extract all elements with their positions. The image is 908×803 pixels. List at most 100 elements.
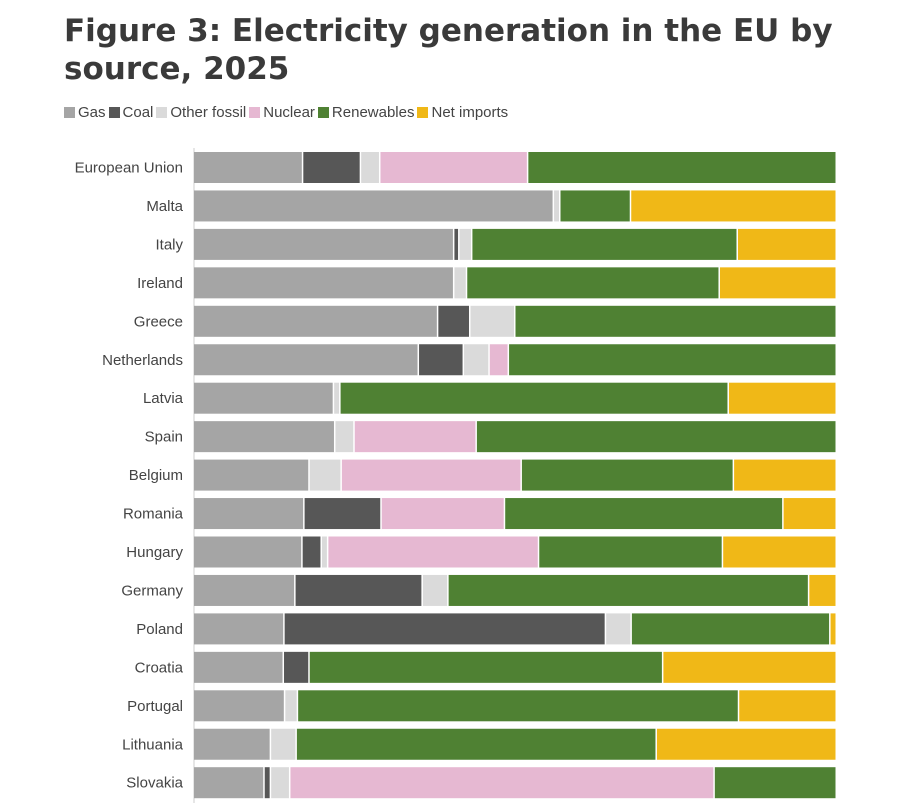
legend-item-other-fossil: Other fossil bbox=[156, 104, 246, 121]
bar-segment-nuclear bbox=[381, 498, 504, 530]
bar-segment-net-imports bbox=[783, 498, 836, 530]
category-label: Malta bbox=[146, 198, 183, 215]
category-label: Hungary bbox=[126, 544, 183, 561]
bar-segment-nuclear bbox=[354, 421, 476, 453]
bar-segment-renewables bbox=[560, 190, 630, 222]
bar-segment-renewables bbox=[539, 536, 722, 568]
bar-segment-renewables bbox=[298, 690, 738, 722]
bar-segment-renewables bbox=[714, 767, 836, 799]
bar-segment-gas bbox=[194, 421, 334, 453]
bar-segment-gas bbox=[194, 574, 295, 606]
chart-title: Figure 3: Electricity generation in the … bbox=[64, 13, 833, 87]
category-label: Belgium bbox=[129, 467, 183, 484]
bar-segment-net-imports bbox=[809, 574, 836, 606]
bar-segment-renewables bbox=[467, 267, 719, 299]
legend-label: Renewables bbox=[331, 104, 415, 121]
legend-label: Coal bbox=[122, 104, 154, 121]
bar-segment-gas bbox=[194, 498, 304, 530]
legend-swatch-renewables bbox=[317, 107, 329, 118]
bar-segment-net-imports bbox=[719, 267, 836, 299]
category-label: Latvia bbox=[143, 390, 184, 407]
bar-segment-gas bbox=[194, 344, 418, 376]
legend-label: Net imports bbox=[431, 104, 509, 121]
bar-segment-other-fossil bbox=[454, 267, 466, 299]
bar-segment-other-fossil bbox=[464, 344, 489, 376]
bar-segment-coal bbox=[302, 536, 321, 568]
bar-segment-renewables bbox=[296, 728, 656, 760]
bar-segment-gas bbox=[194, 536, 302, 568]
bar-segment-nuclear bbox=[380, 152, 527, 183]
bar-segment-other-fossil bbox=[459, 228, 471, 260]
bar-segment-other-fossil bbox=[422, 574, 448, 606]
bar-segment-coal bbox=[303, 152, 360, 183]
bar-segment-gas bbox=[194, 459, 309, 491]
bar-segment-coal bbox=[304, 498, 381, 530]
bar-segment-coal bbox=[454, 228, 459, 260]
bar-segment-other-fossil bbox=[271, 728, 296, 760]
bar-segment-renewables bbox=[472, 228, 737, 260]
legend-label: Nuclear bbox=[263, 104, 315, 121]
bar-segment-net-imports bbox=[656, 728, 836, 760]
bar-segment-gas bbox=[194, 228, 453, 260]
category-label: Portugal bbox=[127, 698, 183, 715]
bar-segment-other-fossil bbox=[309, 459, 341, 491]
bar-segment-net-imports bbox=[830, 613, 836, 645]
bar-segment-other-fossil bbox=[321, 536, 327, 568]
legend-item-coal: Coal bbox=[108, 104, 154, 121]
bar-segment-renewables bbox=[521, 459, 733, 491]
legend-label: Other fossil bbox=[170, 104, 247, 121]
bar-segment-net-imports bbox=[737, 228, 836, 260]
legend-item-gas: Gas bbox=[64, 104, 106, 121]
bar-segment-renewables bbox=[476, 421, 836, 453]
category-label: Spain bbox=[145, 429, 183, 446]
category-label: Lithuania bbox=[122, 736, 184, 753]
bar-segment-gas bbox=[194, 305, 437, 337]
category-label: Romania bbox=[123, 506, 184, 523]
bar-segment-net-imports bbox=[663, 651, 836, 683]
bar-segment-gas bbox=[194, 190, 553, 222]
bar-segment-gas bbox=[194, 152, 302, 183]
category-label: Italy bbox=[155, 236, 183, 253]
bar-segment-gas bbox=[194, 690, 284, 722]
bar-segment-coal bbox=[284, 613, 605, 645]
bar-segment-other-fossil bbox=[334, 382, 340, 414]
legend-item-renewables: Renewables bbox=[317, 104, 415, 121]
bar-segment-nuclear bbox=[341, 459, 521, 491]
legend-swatch-gas bbox=[64, 107, 75, 118]
bar-segment-net-imports bbox=[723, 536, 836, 568]
bar-segment-nuclear bbox=[489, 344, 508, 376]
legend-item-net-imports: Net imports bbox=[417, 104, 508, 121]
category-label: Ireland bbox=[137, 275, 183, 292]
bar-segment-net-imports bbox=[631, 190, 836, 222]
bar-segment-renewables bbox=[631, 613, 830, 645]
legend-swatch-net-imports bbox=[417, 107, 429, 118]
bar-segment-renewables bbox=[505, 498, 783, 530]
bar-segment-renewables bbox=[509, 344, 836, 376]
legend-swatch-other-fossil bbox=[156, 107, 168, 118]
bar-segment-nuclear bbox=[328, 536, 538, 568]
bar-segment-renewables bbox=[528, 152, 836, 183]
bar-segment-other-fossil bbox=[606, 613, 631, 645]
bar-segment-coal bbox=[438, 305, 469, 337]
legend-swatch-nuclear bbox=[249, 107, 261, 118]
category-label: Netherlands bbox=[102, 352, 183, 369]
category-label: European Union bbox=[75, 160, 183, 177]
bar-segment-renewables bbox=[448, 574, 808, 606]
bar-segment-other-fossil bbox=[470, 305, 514, 337]
legend-item-nuclear: Nuclear bbox=[249, 104, 315, 121]
bar-segment-coal bbox=[264, 767, 270, 799]
chart-plot: European Union Malta Italy Ireland Greece Net… bbox=[75, 148, 836, 803]
bar-segment-net-imports bbox=[734, 459, 836, 491]
bar-segment-renewables bbox=[340, 382, 728, 414]
category-label: Croatia bbox=[135, 659, 184, 676]
category-label: Germany bbox=[121, 582, 183, 599]
bar-segment-coal bbox=[419, 344, 463, 376]
bar-segment-other-fossil bbox=[271, 767, 289, 799]
category-label: Slovakia bbox=[126, 775, 183, 792]
bar-segment-other-fossil bbox=[285, 690, 297, 722]
legend-label: Gas bbox=[78, 104, 106, 121]
bar-segment-coal bbox=[284, 651, 309, 683]
bar-segment-net-imports bbox=[739, 690, 836, 722]
legend: Gas Coal Other fossil Nuclear Renewables Net … bbox=[64, 104, 511, 121]
bar-segment-gas bbox=[194, 267, 453, 299]
